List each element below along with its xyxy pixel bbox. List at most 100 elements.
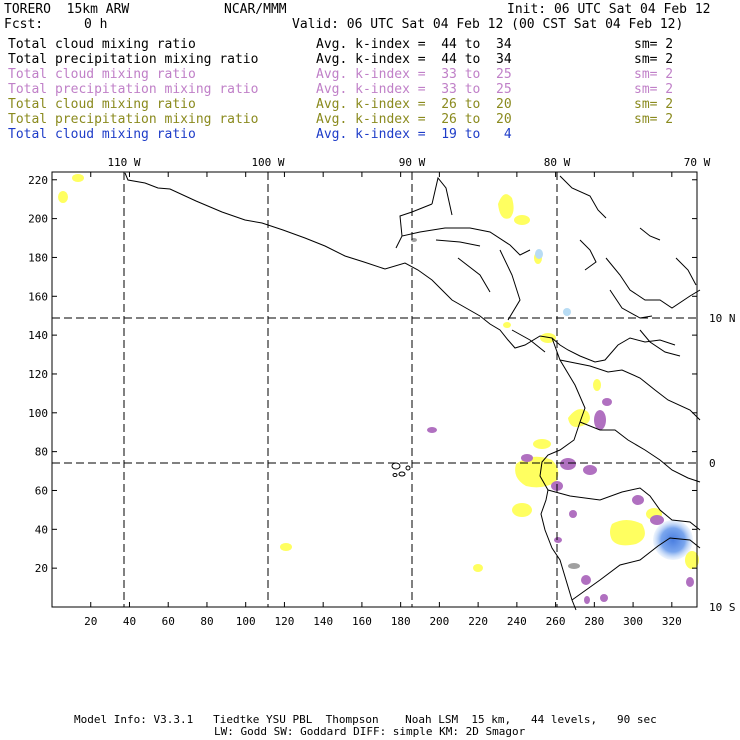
precip-patch: [686, 577, 694, 587]
legend-kindex-label: Avg. k-index = 19 to 4: [316, 127, 512, 142]
x-tick-label: 100: [236, 615, 256, 628]
init-time: Init: 06 UTC Sat 04 Feb 12: [507, 2, 711, 17]
y-tick-label: 100: [28, 407, 48, 420]
precip-patch: [602, 398, 612, 406]
cloud-patch: [685, 551, 699, 569]
longitude-label: 90 W: [399, 156, 426, 169]
legend-field-label: Total precipitation mixing ratio: [8, 112, 259, 127]
y-tick-label: 140: [28, 329, 48, 342]
x-tick-label: 160: [352, 615, 372, 628]
cloud-patch: [498, 194, 514, 219]
latitude-label: 0: [709, 457, 716, 470]
y-tick-label: 20: [35, 562, 48, 575]
precip-patch: [650, 515, 664, 525]
fcst-label: Fcst:: [4, 17, 44, 32]
y-tick-label: 200: [28, 213, 48, 226]
legend-sm-label: sm= 2: [634, 82, 674, 97]
precip-patch: [581, 575, 591, 585]
model-title: TORERO 15km ARW: [4, 2, 130, 17]
legend-kindex-label: Avg. k-index = 33 to 25: [316, 82, 512, 97]
legend-field-label: Total cloud mixing ratio: [8, 97, 196, 112]
legend-field-label: Total cloud mixing ratio: [8, 37, 196, 52]
legend-field-label: Total precipitation mixing ratio: [8, 52, 259, 67]
cloud-patch: [503, 322, 511, 328]
x-tick-label: 20: [84, 615, 97, 628]
legend-field-label: Total cloud mixing ratio: [8, 127, 196, 142]
x-tick-label: 180: [391, 615, 411, 628]
precip-patch: [583, 465, 597, 475]
legend-sm-label: sm= 2: [634, 97, 674, 112]
y-tick-label: 180: [28, 251, 48, 264]
precip-patch: [521, 454, 533, 462]
x-tick-label: 320: [662, 615, 682, 628]
legend-sm-label: sm= 2: [634, 67, 674, 82]
y-tick-label: 60: [35, 484, 48, 497]
legend-kindex-label: Avg. k-index = 26 to 20: [316, 112, 512, 127]
latitude-label: 10 N: [709, 312, 736, 325]
cloud-patch: [540, 333, 556, 343]
geo-labels: 110 W 100 W 90 W 80 W 70 W 10 N 0 10 S: [107, 156, 735, 614]
longitude-label: 110 W: [107, 156, 140, 169]
footer-line1: Model Info: V3.3.1 Tiedtke YSU PBL Thomp…: [74, 713, 657, 726]
cloud-patch: [514, 215, 530, 225]
longitude-label: 80 W: [544, 156, 571, 169]
legend-field-label: Total precipitation mixing ratio: [8, 82, 259, 97]
lightblue-patch: [535, 249, 543, 259]
legend-field-label: Total cloud mixing ratio: [8, 67, 196, 82]
x-tick-label: 240: [507, 615, 527, 628]
cloud-patch: [58, 191, 68, 203]
latitude-label: 10 S: [709, 601, 736, 614]
y-tick-label: 120: [28, 368, 48, 381]
x-tick-label: 80: [200, 615, 213, 628]
y-tick-label: 40: [35, 523, 48, 536]
legend-sm-label: sm= 2: [634, 112, 674, 127]
org-label: NCAR/MMM: [224, 2, 287, 17]
precip-patch: [584, 596, 590, 604]
islands: [391, 462, 411, 477]
x-tick-label: 60: [162, 615, 175, 628]
y-tick-label: 80: [35, 446, 48, 459]
cloud-patch: [72, 174, 84, 182]
gray-patch: [568, 563, 580, 569]
cloud-patch: [593, 379, 601, 391]
legend-kindex-label: Avg. k-index = 26 to 20: [316, 97, 512, 112]
precip-patch: [560, 458, 576, 470]
legend-kindex-label: Avg. k-index = 44 to 34: [316, 52, 512, 67]
y-tick-label: 220: [28, 174, 48, 187]
cloud-patch: [568, 409, 590, 427]
precip-patch: [427, 427, 437, 433]
tick-labels: 20 40 60 80 100 120 140 160 180 200 220 240 260 280 30…: [28, 174, 682, 628]
cloud-patch: [473, 564, 483, 572]
coastlines: [124, 172, 701, 611]
graticule: [52, 172, 697, 607]
x-tick-label: 40: [123, 615, 136, 628]
x-tick-label: 220: [468, 615, 488, 628]
legend-kindex-label: Avg. k-index = 44 to 34: [316, 37, 512, 52]
x-tick-label: 140: [313, 615, 333, 628]
cloud-patch: [512, 503, 532, 517]
legend-sm-label: sm= 2: [634, 52, 674, 67]
lightblue-patch: [563, 308, 571, 316]
map-frame: [51, 171, 698, 608]
cloud-patch: [533, 439, 551, 449]
fcst-value: 0 h: [84, 17, 108, 32]
x-tick-label: 260: [546, 615, 566, 628]
tick-marks: [52, 172, 697, 607]
cloud-patch: [515, 456, 559, 488]
precip-patch: [600, 594, 608, 602]
x-tick-label: 120: [274, 615, 294, 628]
precip-patch: [554, 537, 562, 543]
blue-patch: [653, 520, 693, 560]
longitude-label: 100 W: [251, 156, 284, 169]
field-shading: [58, 174, 699, 604]
valid-time: Valid: 06 UTC Sat 04 Feb 12 (00 CST Sat …: [292, 17, 684, 32]
x-tick-label: 200: [429, 615, 449, 628]
x-tick-label: 300: [623, 615, 643, 628]
x-tick-label: 280: [584, 615, 604, 628]
longitude-label: 70 W: [684, 156, 711, 169]
precip-patch: [632, 495, 644, 505]
cloud-patch: [280, 543, 292, 551]
precip-patch: [569, 510, 577, 518]
footer-line2: LW: Godd SW: Goddard DIFF: simple KM: 2D…: [214, 725, 526, 738]
